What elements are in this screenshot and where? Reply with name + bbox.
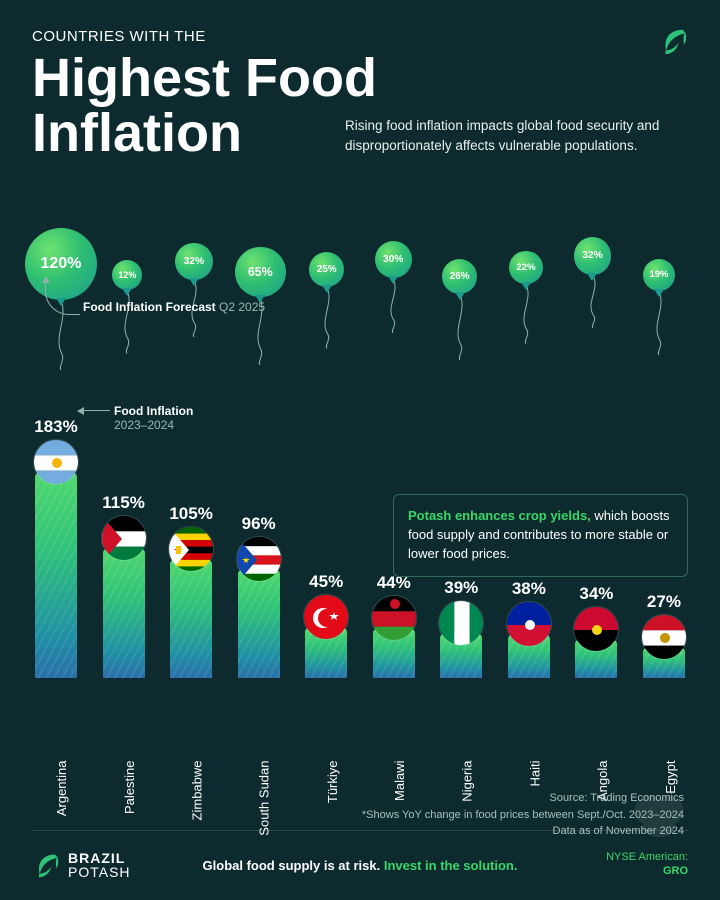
country-label: Argentina (55, 761, 70, 817)
bar: 38% Haiti (505, 635, 553, 766)
bar: 115% Palestine (100, 549, 148, 766)
country-label: Zimbabwe (190, 761, 205, 821)
bar-callout: Food Inflation2023–2024 (114, 404, 193, 432)
subtitle: Rising food inflation impacts global foo… (345, 116, 665, 155)
footer: BRAZILPOTASH Global food supply is at ri… (0, 830, 720, 900)
flag-icon (573, 606, 619, 652)
flag-icon (236, 536, 282, 582)
country-label: Haiti (527, 761, 542, 787)
flag-icon (303, 594, 349, 640)
country-label: South Sudan (257, 761, 272, 836)
eyebrow: COUNTRIES WITH THE (32, 28, 688, 45)
bar: 27% Egypt (640, 648, 688, 766)
potash-info-box: Potash enhances crop yields, which boost… (393, 494, 688, 577)
balloon: 22% (497, 251, 555, 370)
flag-icon (101, 515, 147, 561)
brand-leaf-icon (658, 26, 688, 56)
balloon-row: 120% 12% 32% 65% 25% 30% 2 (32, 210, 688, 370)
flag-icon (641, 614, 687, 660)
flag-icon (371, 595, 417, 641)
balloon: 19% (630, 259, 688, 370)
flag-icon (33, 439, 79, 485)
flag-icon (506, 601, 552, 647)
balloon: 25% (298, 252, 356, 370)
balloon: 26% (431, 259, 489, 370)
balloon: 30% (364, 241, 422, 370)
footer-message: Global food supply is at risk. Invest in… (203, 858, 518, 873)
balloon: 32% (564, 237, 622, 370)
bar: 44% Malawi (370, 629, 418, 766)
country-label: Palestine (122, 761, 137, 814)
stock-ticker: NYSE American:GRO (606, 851, 688, 879)
bar: 39% Nigeria (437, 634, 485, 766)
balloon: 12% (98, 260, 156, 370)
balloon-callout: Food Inflation Forecast Q2 2025 (83, 300, 265, 314)
brand-leaf-icon (32, 851, 60, 879)
bar: 34% Angola (572, 640, 620, 766)
bar: 105% Zimbabwe (167, 560, 215, 766)
bar: 45% Türkiye (302, 628, 350, 766)
bar: 96% South Sudan (235, 570, 283, 766)
bar: 183% Argentina (32, 473, 80, 766)
brand-name: BRAZILPOTASH (68, 851, 131, 879)
country-label: Türkiye (325, 761, 340, 804)
